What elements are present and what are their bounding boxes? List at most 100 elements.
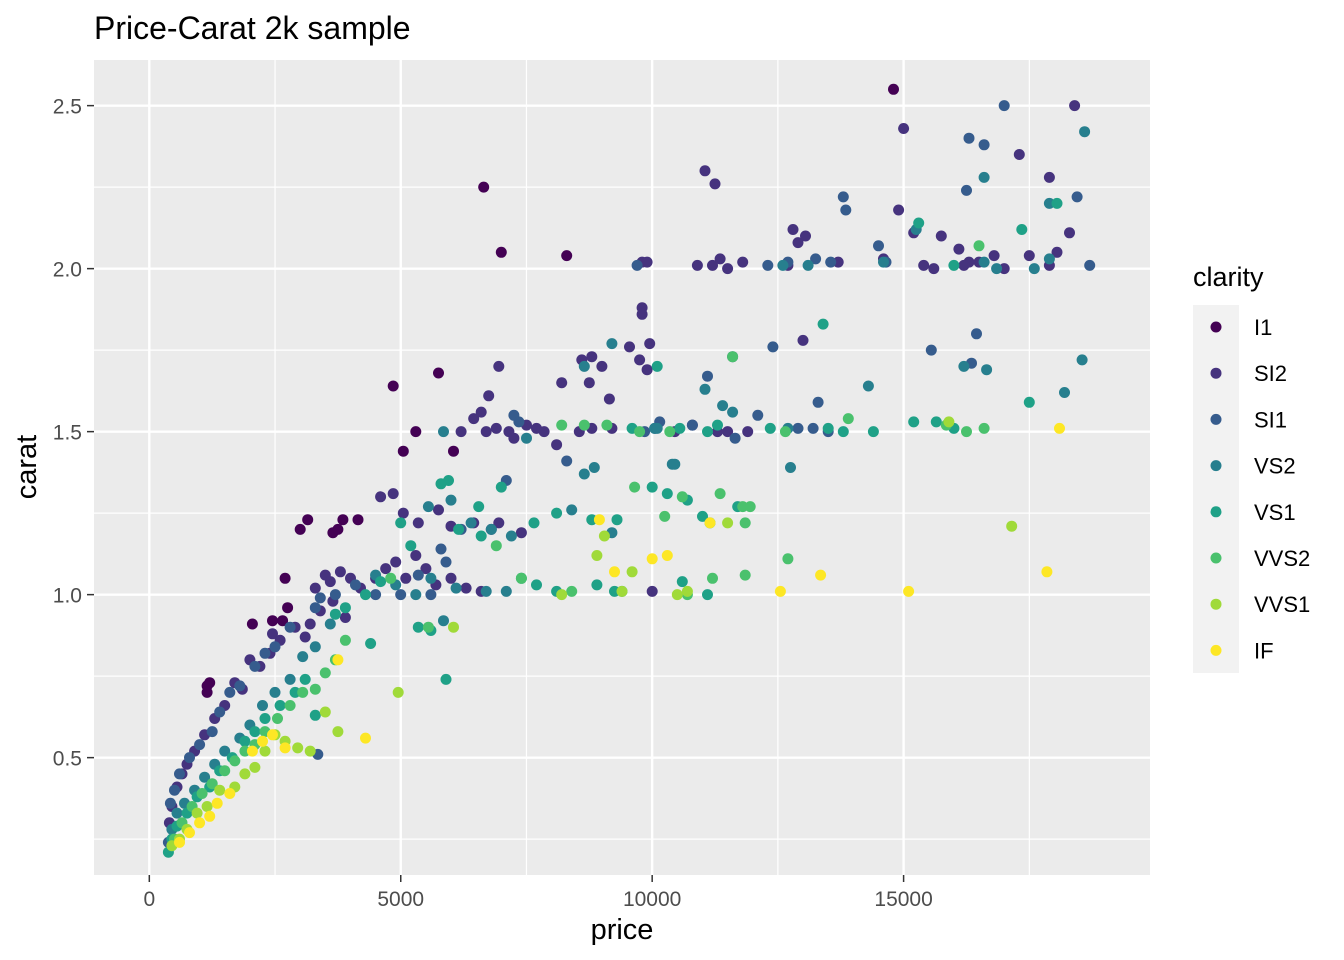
data-point-vs1 (375, 576, 387, 588)
data-point-si1 (961, 184, 972, 196)
data-point-vvs1 (448, 621, 459, 633)
data-point-vvs1 (191, 807, 203, 819)
data-point-vvs2 (629, 481, 641, 493)
data-point-vvs2 (297, 686, 309, 698)
data-point-if (211, 797, 223, 809)
data-point-vs1 (1051, 197, 1063, 209)
data-point-si1 (440, 556, 452, 568)
data-point-si2 (410, 550, 422, 561)
data-point-vvs1 (681, 585, 693, 597)
data-point-si2 (714, 253, 726, 265)
data-point-if (774, 585, 786, 597)
data-point-vs2 (1028, 263, 1040, 275)
data-point-vvs1 (616, 585, 628, 597)
data-point-si1 (350, 579, 361, 591)
data-point-i1 (294, 523, 306, 535)
data-point-if (246, 745, 258, 757)
data-point-if (360, 732, 371, 744)
data-point-vvs2 (601, 419, 613, 431)
data-point-vs1 (702, 589, 713, 601)
data-point-si2 (742, 426, 754, 438)
data-point-si2 (556, 377, 568, 389)
data-point-vs2 (521, 432, 532, 444)
data-point-vs1 (676, 576, 688, 588)
data-point-vs2 (425, 572, 437, 584)
data-point-vvs2 (659, 510, 671, 522)
data-point-i1 (267, 615, 278, 627)
data-point-si2 (583, 377, 595, 389)
y-tick-label: 2.0 (53, 259, 82, 282)
legend-key-vvs2 (1210, 552, 1222, 564)
data-point-vvs2 (339, 634, 351, 646)
data-point-si1 (810, 253, 822, 265)
x-axis-title: price (591, 914, 654, 946)
data-point-vvs2 (739, 569, 751, 581)
data-point-si2 (722, 426, 734, 438)
data-point-vs1 (339, 602, 351, 614)
data-point-vvs1 (239, 768, 251, 780)
data-point-si2 (390, 556, 402, 568)
data-point-si2 (898, 123, 910, 134)
data-point-vs1 (395, 517, 407, 529)
data-point-si2 (1013, 149, 1025, 160)
data-points (162, 83, 1096, 858)
data-point-si2 (636, 308, 648, 320)
data-point-vs2 (297, 651, 309, 663)
data-point-vs2 (257, 700, 268, 711)
data-point-vs1 (453, 523, 465, 535)
data-point-vs1 (930, 416, 942, 428)
chart-title: Price-Carat 2k sample (94, 10, 411, 46)
data-point-vs2 (606, 338, 618, 350)
data-point-vs1 (551, 507, 563, 519)
data-point-vs1 (435, 478, 447, 490)
data-point-vs2 (802, 259, 814, 271)
data-point-vs1 (365, 638, 377, 649)
data-point-vvs2 (219, 765, 231, 777)
data-point-vs1 (309, 709, 321, 721)
data-point-vvs1 (626, 566, 638, 578)
data-point-si1 (174, 768, 185, 780)
data-point-si1 (309, 602, 321, 614)
x-axis: 0 5000 10000 15000 (143, 875, 933, 911)
data-point-i1 (478, 181, 490, 193)
y-tick-label: 1.0 (53, 585, 82, 608)
data-point-i1 (279, 572, 291, 584)
data-point-si1 (963, 132, 975, 144)
legend-key-if (1210, 644, 1222, 656)
data-point-vs2 (505, 530, 517, 542)
data-point-si2 (928, 263, 940, 275)
data-point-if (204, 810, 216, 822)
data-point-i1 (495, 246, 507, 258)
data-point-if (332, 654, 344, 666)
data-point-si2 (953, 243, 965, 255)
data-point-si2 (490, 422, 502, 434)
x-tick-label: 5000 (377, 888, 424, 911)
data-point-si1 (631, 259, 643, 271)
data-point-si2 (339, 612, 351, 623)
data-point-si2 (1023, 250, 1035, 262)
data-point-vs2 (727, 406, 739, 418)
data-point-si2 (493, 360, 505, 372)
data-point-vs1 (329, 608, 341, 620)
data-point-si2 (309, 582, 321, 594)
data-point-vvs2 (272, 713, 283, 724)
data-point-si2 (646, 585, 658, 597)
data-point-si1 (259, 647, 271, 659)
grid-minor (94, 60, 1150, 875)
data-point-vvs2 (973, 240, 985, 252)
data-point-si1 (812, 396, 824, 408)
data-point-vs1 (702, 426, 713, 438)
x-tick-label: 15000 (874, 888, 932, 911)
data-point-si2 (387, 488, 399, 500)
data-point-si2 (988, 250, 1000, 262)
legend-label-if: IF (1254, 638, 1274, 663)
data-point-si2 (624, 341, 635, 353)
data-point-vvs1 (671, 589, 683, 601)
data-point-vs2 (978, 171, 990, 183)
data-point-vs1 (591, 579, 603, 591)
data-point-vvs1 (556, 589, 568, 601)
data-point-if (279, 742, 291, 754)
data-point-if (257, 735, 268, 747)
data-point-si2 (792, 237, 804, 249)
